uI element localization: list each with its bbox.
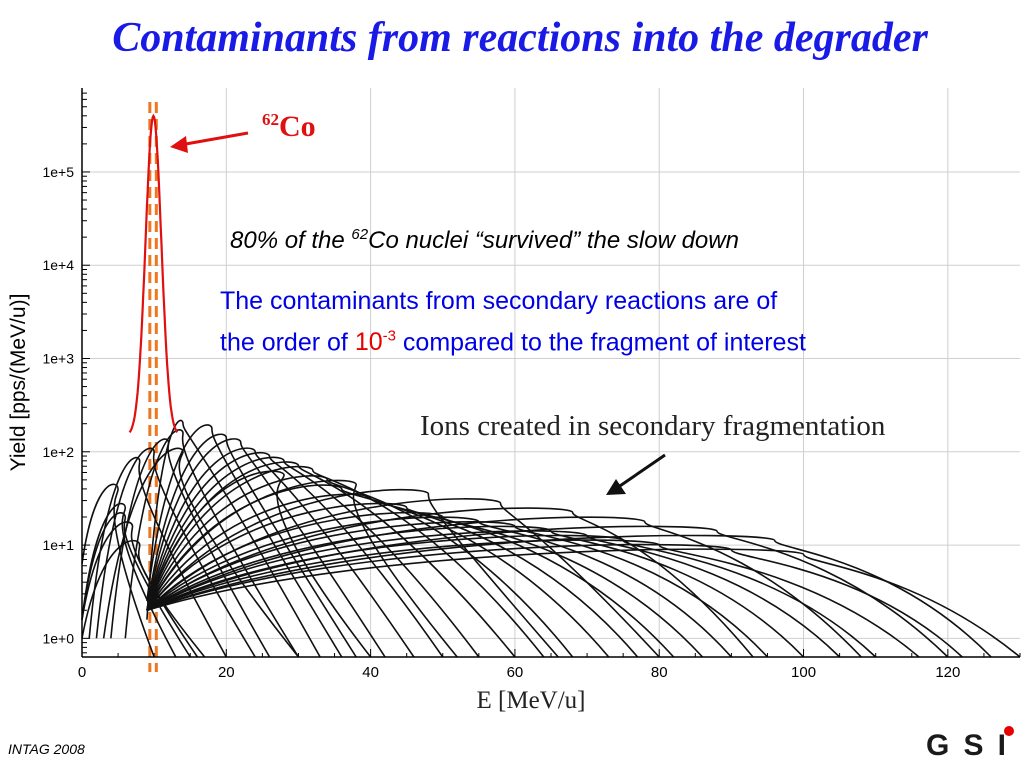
secondary-fragment-curve <box>146 470 372 658</box>
x-tick-label: 80 <box>651 664 668 681</box>
ratio-value: 10-3 <box>354 328 396 357</box>
secondary-fragment-curve <box>81 512 191 658</box>
survival-note: 80% of the 62Co nuclei “survived” the sl… <box>230 226 739 254</box>
secondary-fragment-curve <box>146 475 574 658</box>
secondary-fragment-curve <box>146 438 386 658</box>
secondary-fragment-curve <box>146 493 639 658</box>
contaminant-note-line2: the order of 10-3 compared to the fragme… <box>220 328 806 357</box>
secondary-fragment-curve <box>146 433 357 658</box>
arrow-layer <box>170 131 666 495</box>
secondary-fragment-curve <box>124 429 300 658</box>
secondary-fragment-curve <box>146 479 458 658</box>
secondary-fragment-curve <box>146 452 444 658</box>
y-tick-label: 1e+5 <box>42 164 74 180</box>
co62-peak-label: 62Co <box>262 110 316 143</box>
secondary-fragment-curve <box>146 419 321 658</box>
peak-arrow-shaft <box>179 131 249 147</box>
secondary-fragment-curve <box>146 539 920 658</box>
y-tick-label: 1e+3 <box>42 351 74 367</box>
secondary-fragment-curve <box>146 498 660 658</box>
secondary-fragment-curve <box>95 447 256 658</box>
secondary-fragment-curve <box>146 530 841 658</box>
secondary-fragment-curve <box>146 502 675 658</box>
x-tick-label: 40 <box>362 664 379 681</box>
y-tick-label: 1e+0 <box>42 630 74 646</box>
ions-arrow-shaft <box>613 453 666 492</box>
y-axis-label: Yield [pps/(MeV/u)] <box>7 294 30 472</box>
x-tick-label: 20 <box>218 664 235 681</box>
secondary-fragment-curve <box>146 525 949 658</box>
secondary-fragment-curve <box>81 483 155 658</box>
y-tick-label: 1e+1 <box>42 537 74 553</box>
secondary-fragment-curve <box>146 507 754 658</box>
contaminant-note-line1: The contaminants from secondary reaction… <box>220 287 778 315</box>
secondary-ions-label: Ions created in secondary fragmentation <box>420 410 886 442</box>
secondary-fragment-curve <box>146 447 415 658</box>
axis-layer: 1e+0 1e+1 1e+2 1e+3 1e+4 1e+5 0 20 40 60 80 100 120 E… <box>7 88 1021 714</box>
peak-layer <box>128 113 179 433</box>
guide-layer <box>148 102 158 672</box>
grid-layer <box>81 88 1020 657</box>
secondary-fragment-curve <box>146 543 963 658</box>
series-layer <box>81 419 1021 658</box>
secondary-fragment-curve <box>146 516 862 658</box>
y-tick-label: 1e+2 <box>42 444 74 460</box>
x-tick-label: 60 <box>507 664 524 681</box>
secondary-fragment-curve <box>146 424 343 658</box>
gsi-logo: GSI <box>926 726 1014 761</box>
co62-peak-curve <box>128 113 179 433</box>
secondary-fragment-curve <box>102 447 300 658</box>
y-tick-label: 1e+4 <box>42 257 74 273</box>
x-tick-label: 0 <box>78 664 86 681</box>
x-axis-label: E [MeV/u] <box>477 687 586 714</box>
footer-text: INTAG 2008 <box>8 741 85 757</box>
x-tick-label: 100 <box>791 664 816 681</box>
secondary-fragment-curve <box>146 521 769 658</box>
contaminant-note: The contaminants from secondary reaction… <box>220 283 806 360</box>
slide-title: Contaminants from reactions into the deg… <box>112 15 928 61</box>
secondary-fragment-curve <box>146 534 992 658</box>
svg-text:GSI: GSI <box>926 729 1014 761</box>
ions-arrow-head <box>606 479 626 495</box>
x-tick-label: 120 <box>935 664 960 681</box>
peak-arrow-head <box>170 136 188 153</box>
